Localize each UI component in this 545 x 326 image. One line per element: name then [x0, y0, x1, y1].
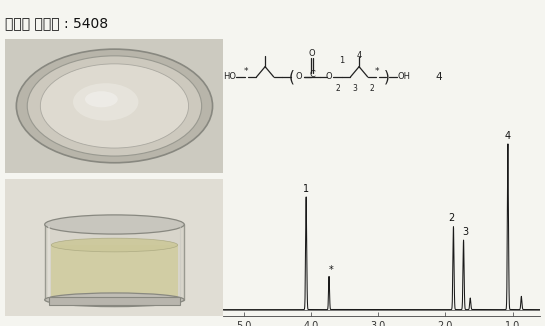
Ellipse shape: [45, 215, 184, 234]
Text: 4: 4: [505, 131, 511, 141]
Text: HO: HO: [223, 72, 237, 82]
Ellipse shape: [85, 91, 118, 107]
Bar: [49, 297, 180, 305]
Bar: [51, 245, 178, 300]
Ellipse shape: [45, 293, 184, 307]
Text: OH: OH: [398, 72, 411, 82]
Text: (: (: [289, 69, 295, 84]
Text: 2: 2: [335, 83, 340, 93]
Text: *: *: [329, 265, 334, 275]
Text: *: *: [244, 67, 248, 76]
Text: 4: 4: [356, 51, 362, 60]
Text: 3: 3: [463, 227, 469, 237]
Text: *: *: [375, 67, 380, 76]
Text: 1: 1: [339, 56, 344, 65]
Text: O: O: [325, 72, 332, 82]
Text: 2: 2: [370, 83, 374, 93]
Ellipse shape: [73, 83, 138, 121]
Ellipse shape: [16, 49, 213, 163]
Ellipse shape: [40, 64, 189, 148]
Ellipse shape: [51, 238, 178, 252]
Text: 1: 1: [303, 184, 309, 194]
Text: 3: 3: [352, 83, 357, 93]
Text: O: O: [308, 49, 315, 58]
Ellipse shape: [27, 56, 202, 156]
Text: 4: 4: [435, 72, 443, 82]
Text: C: C: [309, 69, 315, 79]
Text: ): ): [384, 69, 390, 84]
Text: 수평균 분자량 : 5408: 수평균 분자량 : 5408: [5, 16, 108, 30]
Text: O: O: [295, 72, 302, 82]
Text: 2: 2: [449, 214, 455, 223]
Bar: [45, 225, 184, 300]
